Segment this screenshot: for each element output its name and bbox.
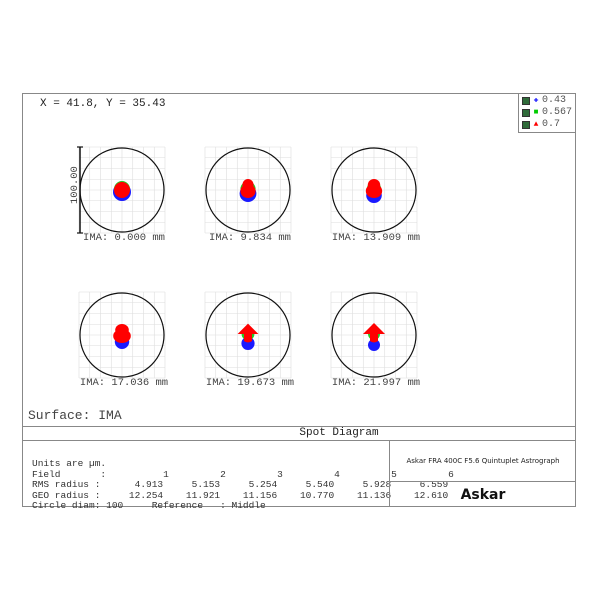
- legend-label: 0.43: [542, 95, 567, 106]
- airy-circle: [205, 292, 291, 378]
- spot-0.7: [363, 323, 385, 343]
- legend-item[interactable]: ■ 0.567: [522, 107, 576, 119]
- divider: [22, 426, 576, 427]
- legend-item[interactable]: ✚ 0.43: [522, 95, 576, 107]
- divider: [389, 481, 576, 482]
- data-table: Units are µm. Field : 1 2 3 4 5 6 RMS radi…: [32, 458, 454, 512]
- askar-logo: Askar: [460, 486, 506, 503]
- spot-0.7: [115, 324, 129, 336]
- spot-diagram-plot: IMA: 0.000 mm IMA: 9.834 mm IMA: 13.909 mm…: [69, 146, 420, 389]
- ima-label: IMA: 9.834 mm: [209, 232, 291, 244]
- spot-0.7: [237, 323, 259, 343]
- rms-row: RMS radius : 4.913 5.153 5.254 5.540 5.9…: [32, 479, 449, 490]
- checkbox-icon[interactable]: [522, 109, 530, 117]
- airy-circle: [79, 292, 165, 378]
- plus-marker-icon: ✚: [533, 96, 539, 105]
- airy-circle: [205, 147, 291, 233]
- lens-name: Askar FRA 400C F5.6 Quintuplet Astrograp…: [406, 456, 560, 465]
- chart-title: Spot Diagram: [299, 427, 379, 439]
- ima-label: IMA: 19.673 mm: [206, 377, 294, 389]
- ima-label: IMA: 21.997 mm: [332, 377, 420, 389]
- checkbox-icon[interactable]: [522, 121, 530, 129]
- square-marker-icon: ■: [533, 108, 539, 117]
- units-text: Units are µm.: [32, 458, 107, 469]
- legend: ✚ 0.43 ■ 0.567 ▲ 0.7: [518, 93, 576, 133]
- field-row: Field : 1 2 3 4 5 6: [32, 468, 454, 480]
- surface-label: Surface: IMA: [28, 408, 122, 423]
- ima-label: IMA: 0.000 mm: [83, 232, 165, 244]
- spot-0.7: [367, 179, 381, 191]
- ima-label: IMA: 17.036 mm: [80, 377, 168, 389]
- legend-label: 0.7: [542, 119, 561, 130]
- airy-circle: [331, 147, 417, 233]
- spot-0.7: [114, 182, 130, 198]
- legend-item[interactable]: ▲ 0.7: [522, 119, 576, 131]
- divider: [389, 440, 390, 507]
- legend-label: 0.567: [542, 107, 573, 118]
- coordinate-readout: X = 41.8, Y = 35.43: [40, 98, 166, 110]
- scale-label: 100.00: [69, 166, 81, 204]
- airy-circle: [331, 292, 417, 378]
- triangle-marker-icon: ▲: [533, 120, 539, 129]
- spot-0.43: [368, 339, 380, 351]
- geo-row: GEO radius : 12.254 11.921 11.156 10.770…: [32, 489, 449, 501]
- divider: [22, 440, 576, 441]
- plot-frame: [22, 93, 576, 507]
- checkbox-icon[interactable]: [522, 97, 530, 105]
- spot-0.7: [242, 179, 254, 191]
- circle-row: Circle diam: 100 Reference : Middle: [32, 500, 266, 511]
- ima-label: IMA: 13.909 mm: [332, 232, 420, 244]
